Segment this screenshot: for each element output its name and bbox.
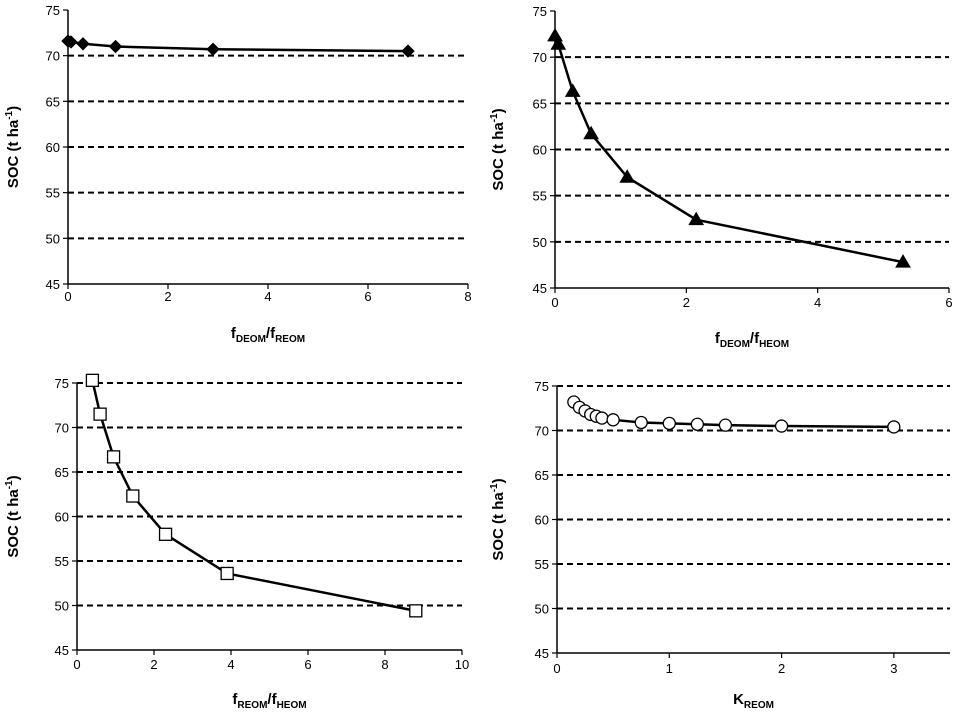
y-tick-label: 45: [535, 646, 549, 661]
y-tick-label: 70: [55, 421, 69, 436]
x-tick-label: 0: [551, 295, 558, 310]
data-point: [64, 35, 78, 49]
series-line: [572, 401, 894, 429]
data-point: [220, 566, 234, 581]
x-axis-label: KREOM: [733, 691, 774, 711]
x-tick-label: 1: [666, 661, 673, 676]
y-tick-label: 55: [535, 557, 549, 572]
y-tick-label: 55: [55, 554, 69, 569]
data-point: [595, 411, 609, 425]
data-point: [158, 527, 173, 541]
y-tick-label: 75: [55, 376, 69, 391]
data-point: [93, 407, 107, 421]
data-point: [564, 83, 581, 97]
y-tick-label: 60: [55, 510, 69, 525]
x-tick-label: 8: [464, 289, 471, 304]
x-tick-label: 2: [164, 289, 171, 304]
x-tick-label: 4: [814, 295, 821, 310]
y-tick-label: 75: [46, 3, 60, 18]
y-tick-label: 55: [533, 189, 547, 204]
y-tick-label: 60: [46, 140, 60, 155]
x-tick-label: 4: [227, 657, 234, 672]
x-tick-label: 2: [778, 661, 785, 676]
y-tick-label: 70: [533, 50, 547, 65]
x-tick-label: 0: [73, 657, 80, 672]
data-point: [662, 416, 676, 431]
y-axis-label: SOC (t ha-1): [4, 106, 22, 188]
y-tick-label: 65: [46, 94, 60, 109]
y-tick-label: 60: [535, 513, 549, 528]
x-tick-label: 0: [553, 661, 560, 676]
data-point: [688, 211, 705, 226]
data-point: [895, 254, 911, 268]
y-tick-label: 50: [55, 599, 69, 614]
x-tick-label: 8: [381, 657, 388, 672]
x-tick-label: 6: [364, 289, 371, 304]
series-line: [91, 380, 417, 613]
data-point: [126, 489, 140, 503]
data-point: [409, 604, 423, 618]
y-tick-label: 60: [533, 143, 547, 158]
x-tick-label: 2: [683, 295, 690, 310]
data-point: [690, 417, 705, 431]
y-tick-label: 75: [535, 379, 549, 394]
data-point: [619, 169, 636, 183]
data-point: [85, 373, 100, 387]
chart-panel-3: 45 50 55 60 65 70 75 0 2 4 6 8 10 fREOM/fHEOM SOC (t h…: [4, 373, 469, 711]
data-point: [634, 415, 648, 430]
y-axis-label: SOC (t ha-1): [489, 108, 507, 190]
y-axis-label: SOC (t ha-1): [489, 478, 507, 560]
x-tick-label: 6: [945, 295, 952, 310]
chart-panel-1: 45 50 55 60 65 70 75 0 2 4 6 8 fDEOM/fREOM SOC (t ha-…: [4, 3, 472, 345]
data-point: [106, 450, 121, 464]
y-tick-label: 75: [533, 4, 547, 19]
chart-panel-4: 45 50 55 60 65 70 75 0 1 2 3 KREOM SOC (t ha-1): [489, 379, 950, 711]
y-tick-label: 50: [46, 231, 60, 246]
x-tick-label: 2: [150, 657, 157, 672]
y-tick-label: 65: [535, 468, 549, 483]
x-tick-label: 10: [455, 657, 469, 672]
data-point: [206, 42, 220, 56]
x-axis-label: fREOM/fHEOM: [232, 691, 306, 711]
data-point: [606, 413, 620, 427]
data-point: [718, 418, 733, 432]
data-point: [76, 37, 90, 51]
data-point: [887, 420, 901, 434]
y-tick-label: 65: [55, 465, 69, 480]
data-point: [401, 44, 415, 58]
y-tick-label: 70: [535, 424, 549, 439]
y-tick-label: 65: [533, 96, 547, 111]
y-tick-label: 50: [533, 235, 547, 250]
x-axis-label: fDEOM/fREOM: [231, 325, 305, 345]
data-point: [583, 125, 599, 140]
x-tick-label: 4: [264, 289, 271, 304]
x-tick-label: 6: [304, 657, 311, 672]
y-tick-label: 45: [533, 281, 547, 296]
y-tick-label: 45: [55, 643, 69, 658]
x-tick-label: 3: [890, 661, 897, 676]
data-point: [108, 39, 123, 54]
y-tick-label: 50: [535, 602, 549, 617]
x-axis-label: fDEOM/fHEOM: [715, 330, 789, 350]
y-axis-label: SOC (t ha-1): [4, 475, 22, 557]
x-tick-label: 0: [64, 289, 71, 304]
y-tick-label: 70: [46, 49, 60, 64]
data-point: [774, 419, 789, 433]
chart-panel-2: 45 50 55 60 65 70 75 0 2 4 6 fDEOM/fHEOM SOC (t ha-1…: [489, 4, 953, 350]
y-tick-label: 55: [46, 186, 60, 201]
data-point: [550, 36, 567, 50]
y-tick-label: 45: [46, 277, 60, 292]
